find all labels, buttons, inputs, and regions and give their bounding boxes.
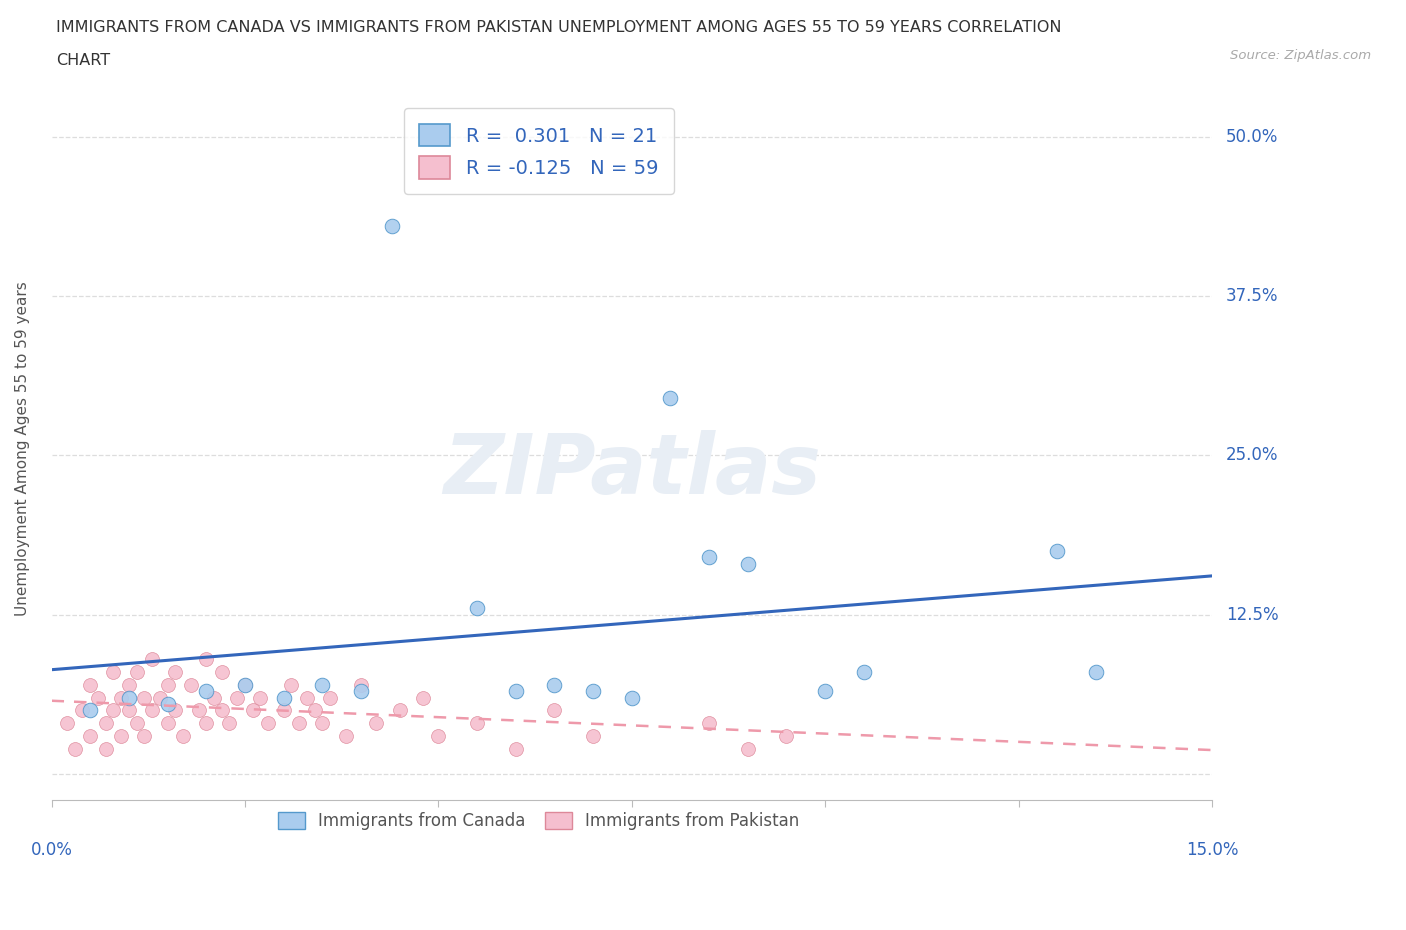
Text: CHART: CHART	[56, 53, 110, 68]
Point	[249, 690, 271, 705]
Point	[195, 652, 218, 667]
Point	[620, 690, 643, 705]
Point	[172, 728, 194, 743]
Point	[94, 741, 117, 756]
Point	[1046, 544, 1069, 559]
Point	[165, 665, 187, 680]
Point	[103, 665, 125, 680]
Point	[582, 684, 605, 698]
Point	[697, 550, 720, 565]
Point	[412, 690, 434, 705]
Point	[273, 690, 295, 705]
Point	[118, 703, 141, 718]
Point	[134, 728, 156, 743]
Point	[659, 391, 682, 405]
Point	[388, 703, 411, 718]
Point	[156, 716, 179, 731]
Point	[94, 716, 117, 731]
Point	[852, 665, 875, 680]
Point	[319, 690, 342, 705]
Point	[304, 703, 326, 718]
Point	[211, 703, 233, 718]
Point	[737, 556, 759, 571]
Point	[311, 677, 333, 692]
Point	[1084, 665, 1107, 680]
Point	[381, 219, 404, 233]
Point	[110, 690, 132, 705]
Point	[165, 703, 187, 718]
Point	[79, 677, 101, 692]
Point	[257, 716, 280, 731]
Text: 50.0%: 50.0%	[1226, 128, 1278, 146]
Point	[156, 697, 179, 711]
Point	[218, 716, 240, 731]
Point	[87, 690, 110, 705]
Point	[134, 690, 156, 705]
Point	[814, 684, 837, 698]
Point	[505, 684, 527, 698]
Point	[79, 728, 101, 743]
Point	[427, 728, 450, 743]
Point	[697, 716, 720, 731]
Point	[79, 703, 101, 718]
Text: 37.5%: 37.5%	[1226, 287, 1278, 305]
Point	[156, 677, 179, 692]
Point	[366, 716, 388, 731]
Point	[350, 677, 373, 692]
Point	[125, 665, 148, 680]
Point	[110, 728, 132, 743]
Text: IMMIGRANTS FROM CANADA VS IMMIGRANTS FROM PAKISTAN UNEMPLOYMENT AMONG AGES 55 TO: IMMIGRANTS FROM CANADA VS IMMIGRANTS FRO…	[56, 20, 1062, 35]
Point	[505, 741, 527, 756]
Point	[141, 703, 163, 718]
Text: 0.0%: 0.0%	[31, 842, 73, 859]
Point	[233, 677, 256, 692]
Point	[465, 601, 488, 616]
Point	[141, 652, 163, 667]
Point	[335, 728, 357, 743]
Point	[543, 703, 565, 718]
Point	[582, 728, 605, 743]
Text: ZIPatlas: ZIPatlas	[443, 430, 821, 511]
Point	[56, 716, 79, 731]
Text: 12.5%: 12.5%	[1226, 605, 1278, 624]
Point	[63, 741, 86, 756]
Point	[288, 716, 311, 731]
Point	[103, 703, 125, 718]
Point	[125, 716, 148, 731]
Text: 25.0%: 25.0%	[1226, 446, 1278, 464]
Point	[195, 684, 218, 698]
Legend: Immigrants from Canada, Immigrants from Pakistan: Immigrants from Canada, Immigrants from …	[271, 805, 807, 837]
Point	[226, 690, 249, 705]
Point	[118, 690, 141, 705]
Text: Source: ZipAtlas.com: Source: ZipAtlas.com	[1230, 49, 1371, 62]
Point	[311, 716, 333, 731]
Y-axis label: Unemployment Among Ages 55 to 59 years: Unemployment Among Ages 55 to 59 years	[15, 282, 30, 617]
Point	[187, 703, 209, 718]
Point	[72, 703, 94, 718]
Point	[118, 677, 141, 692]
Point	[211, 665, 233, 680]
Text: 15.0%: 15.0%	[1185, 842, 1239, 859]
Point	[195, 716, 218, 731]
Point	[543, 677, 565, 692]
Point	[180, 677, 202, 692]
Point	[280, 677, 302, 692]
Point	[350, 684, 373, 698]
Point	[737, 741, 759, 756]
Point	[202, 690, 225, 705]
Point	[233, 677, 256, 692]
Point	[295, 690, 318, 705]
Point	[465, 716, 488, 731]
Point	[149, 690, 172, 705]
Point	[242, 703, 264, 718]
Point	[273, 703, 295, 718]
Point	[775, 728, 797, 743]
